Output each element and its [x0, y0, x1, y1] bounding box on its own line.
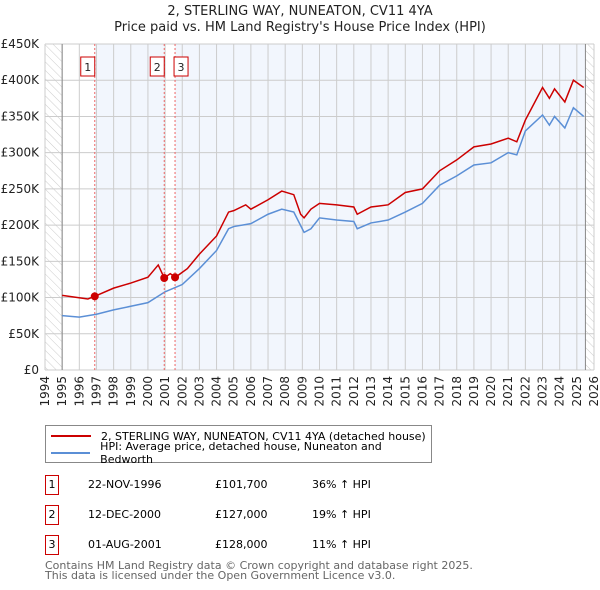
x-tick-label: 2003 — [192, 376, 206, 407]
sale-point — [90, 292, 99, 301]
x-tick-label: 2026 — [587, 376, 600, 407]
y-tick-label: £400K — [1, 73, 41, 87]
footer: Contains HM Land Registry data © Crown c… — [45, 559, 473, 582]
x-tick-label: 2008 — [278, 376, 292, 407]
x-tick-label: 1994 — [38, 376, 52, 407]
legend-blue-line — [51, 452, 91, 454]
x-tick-label: 2018 — [450, 376, 464, 407]
sale-price: £128,000 — [215, 538, 268, 551]
x-tick-label: 2002 — [175, 376, 189, 407]
x-tick-label: 2017 — [433, 376, 447, 407]
y-tick-label: £150K — [1, 254, 41, 268]
x-tick-label: 1996 — [72, 376, 86, 407]
shade-region — [94, 44, 165, 370]
legend-red-line — [51, 435, 91, 437]
x-tick-label: 2001 — [158, 376, 172, 407]
sale-date: 01-AUG-2001 — [88, 538, 162, 551]
x-tick-label: 2019 — [467, 376, 481, 407]
sale-date: 22-NOV-1996 — [88, 478, 162, 491]
legend: 2, STERLING WAY, NUNEATON, CV11 4YA (det… — [45, 425, 432, 466]
x-tick-label: 2005 — [227, 376, 241, 407]
x-tick-label: 2012 — [347, 376, 361, 407]
sale-row: 2 12-DEC-2000 £127,000 19% ↑ HPI — [45, 505, 465, 525]
sale-price: £101,700 — [215, 478, 268, 491]
sale-point — [160, 273, 169, 282]
y-tick-label: £100K — [1, 291, 41, 305]
x-tick-label: 2024 — [553, 376, 567, 407]
x-tick-label: 2011 — [330, 376, 344, 407]
x-tick-label: 2022 — [518, 376, 532, 407]
sale-price: £127,000 — [215, 508, 268, 521]
x-tick-label: 2016 — [415, 376, 429, 407]
sale-badge: 1 — [45, 475, 59, 495]
legend-hpi: HPI: Average price, detached house, Nune… — [100, 440, 382, 466]
sale-label-box — [80, 56, 96, 77]
y-tick-label: £350K — [1, 109, 41, 123]
y-tick-label: £200K — [1, 218, 41, 232]
hatch-left — [45, 44, 63, 370]
x-tick-label: 2021 — [501, 376, 515, 407]
x-tick-label: 2013 — [364, 376, 378, 407]
shade-region — [175, 44, 586, 370]
sale-badge: 2 — [45, 505, 59, 525]
x-tick-label: 2004 — [210, 376, 224, 407]
sale-label-box — [149, 56, 165, 77]
sale-label: 3 — [178, 61, 185, 74]
chart-title: 2, STERLING WAY, NUNEATON, CV11 4YA — [167, 4, 433, 19]
x-tick-label: 1995 — [55, 376, 69, 407]
x-tick-label: 1999 — [124, 376, 138, 407]
footer-line2: This data is licensed under the Open Gov… — [45, 569, 396, 582]
sale-badge: 3 — [45, 535, 59, 555]
x-tick-label: 2014 — [381, 376, 395, 407]
footer-line1: Contains HM Land Registry data © Crown c… — [45, 559, 473, 572]
sale-label: 2 — [154, 61, 161, 74]
x-tick-label: 1998 — [107, 376, 121, 407]
x-tick-label: 1997 — [89, 376, 103, 407]
sale-row: 1 22-NOV-1996 £101,700 36% ↑ HPI — [45, 475, 465, 495]
x-tick-label: 2020 — [484, 376, 498, 407]
x-tick-label: 2010 — [313, 376, 327, 407]
sale-date: 12-DEC-2000 — [88, 508, 162, 521]
legend-property: 2, STERLING WAY, NUNEATON, CV11 4YA (det… — [101, 429, 426, 443]
hatch-right — [585, 44, 594, 370]
y-tick-label: £450K — [1, 37, 41, 51]
y-tick-label: £50K — [8, 327, 40, 341]
x-tick-label: 2023 — [536, 376, 550, 407]
y-tick-label: £0 — [24, 363, 39, 377]
y-tick-label: £300K — [1, 146, 41, 160]
y-tick-label: £250K — [1, 182, 41, 196]
sale-point — [171, 273, 180, 282]
sale-row: 3 01-AUG-2001 £128,000 11% ↑ HPI — [45, 535, 465, 555]
x-tick-label: 2006 — [244, 376, 258, 407]
chart-subtitle: Price paid vs. HM Land Registry's House … — [114, 20, 486, 35]
sale-hpi: 19% ↑ HPI — [312, 508, 371, 521]
sale-hpi: 11% ↑ HPI — [312, 538, 371, 551]
series-line — [62, 106, 585, 318]
sale-hpi: 36% ↑ HPI — [312, 478, 371, 491]
x-tick-label: 2025 — [570, 376, 584, 407]
sale-label-box — [173, 56, 189, 77]
x-tick-label: 2009 — [295, 376, 309, 407]
x-tick-label: 2007 — [261, 376, 275, 407]
price-chart: 1994 1995 1996 1997 1998 1999 2000 2001 2002 2003… — [1, 37, 600, 407]
x-tick-label: 2000 — [141, 376, 155, 407]
sale-label: 1 — [84, 61, 91, 74]
x-tick-label: 2015 — [398, 376, 412, 407]
